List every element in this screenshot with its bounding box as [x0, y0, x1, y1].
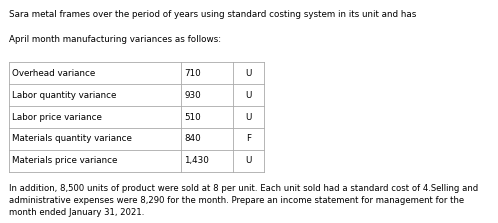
- Text: 930: 930: [184, 91, 201, 100]
- Text: Materials price variance: Materials price variance: [12, 156, 118, 165]
- Text: 710: 710: [184, 69, 201, 78]
- Text: Labor quantity variance: Labor quantity variance: [12, 91, 117, 100]
- Text: 1,430: 1,430: [184, 156, 209, 165]
- Text: April month manufacturing variances as follows:: April month manufacturing variances as f…: [9, 35, 221, 43]
- Text: In addition, 8,500 units of product were sold at 8 per unit. Each unit sold had : In addition, 8,500 units of product were…: [9, 184, 478, 217]
- Text: 510: 510: [184, 113, 201, 122]
- Text: U: U: [246, 156, 251, 165]
- Text: F: F: [246, 134, 251, 143]
- Text: U: U: [246, 69, 251, 78]
- Text: U: U: [246, 113, 251, 122]
- Text: Overhead variance: Overhead variance: [12, 69, 96, 78]
- Text: U: U: [246, 91, 251, 100]
- Text: Labor price variance: Labor price variance: [12, 113, 102, 122]
- Text: Sara metal frames over the period of years using standard costing system in its : Sara metal frames over the period of yea…: [9, 10, 416, 19]
- Text: 840: 840: [184, 134, 201, 143]
- Text: Materials quantity variance: Materials quantity variance: [12, 134, 132, 143]
